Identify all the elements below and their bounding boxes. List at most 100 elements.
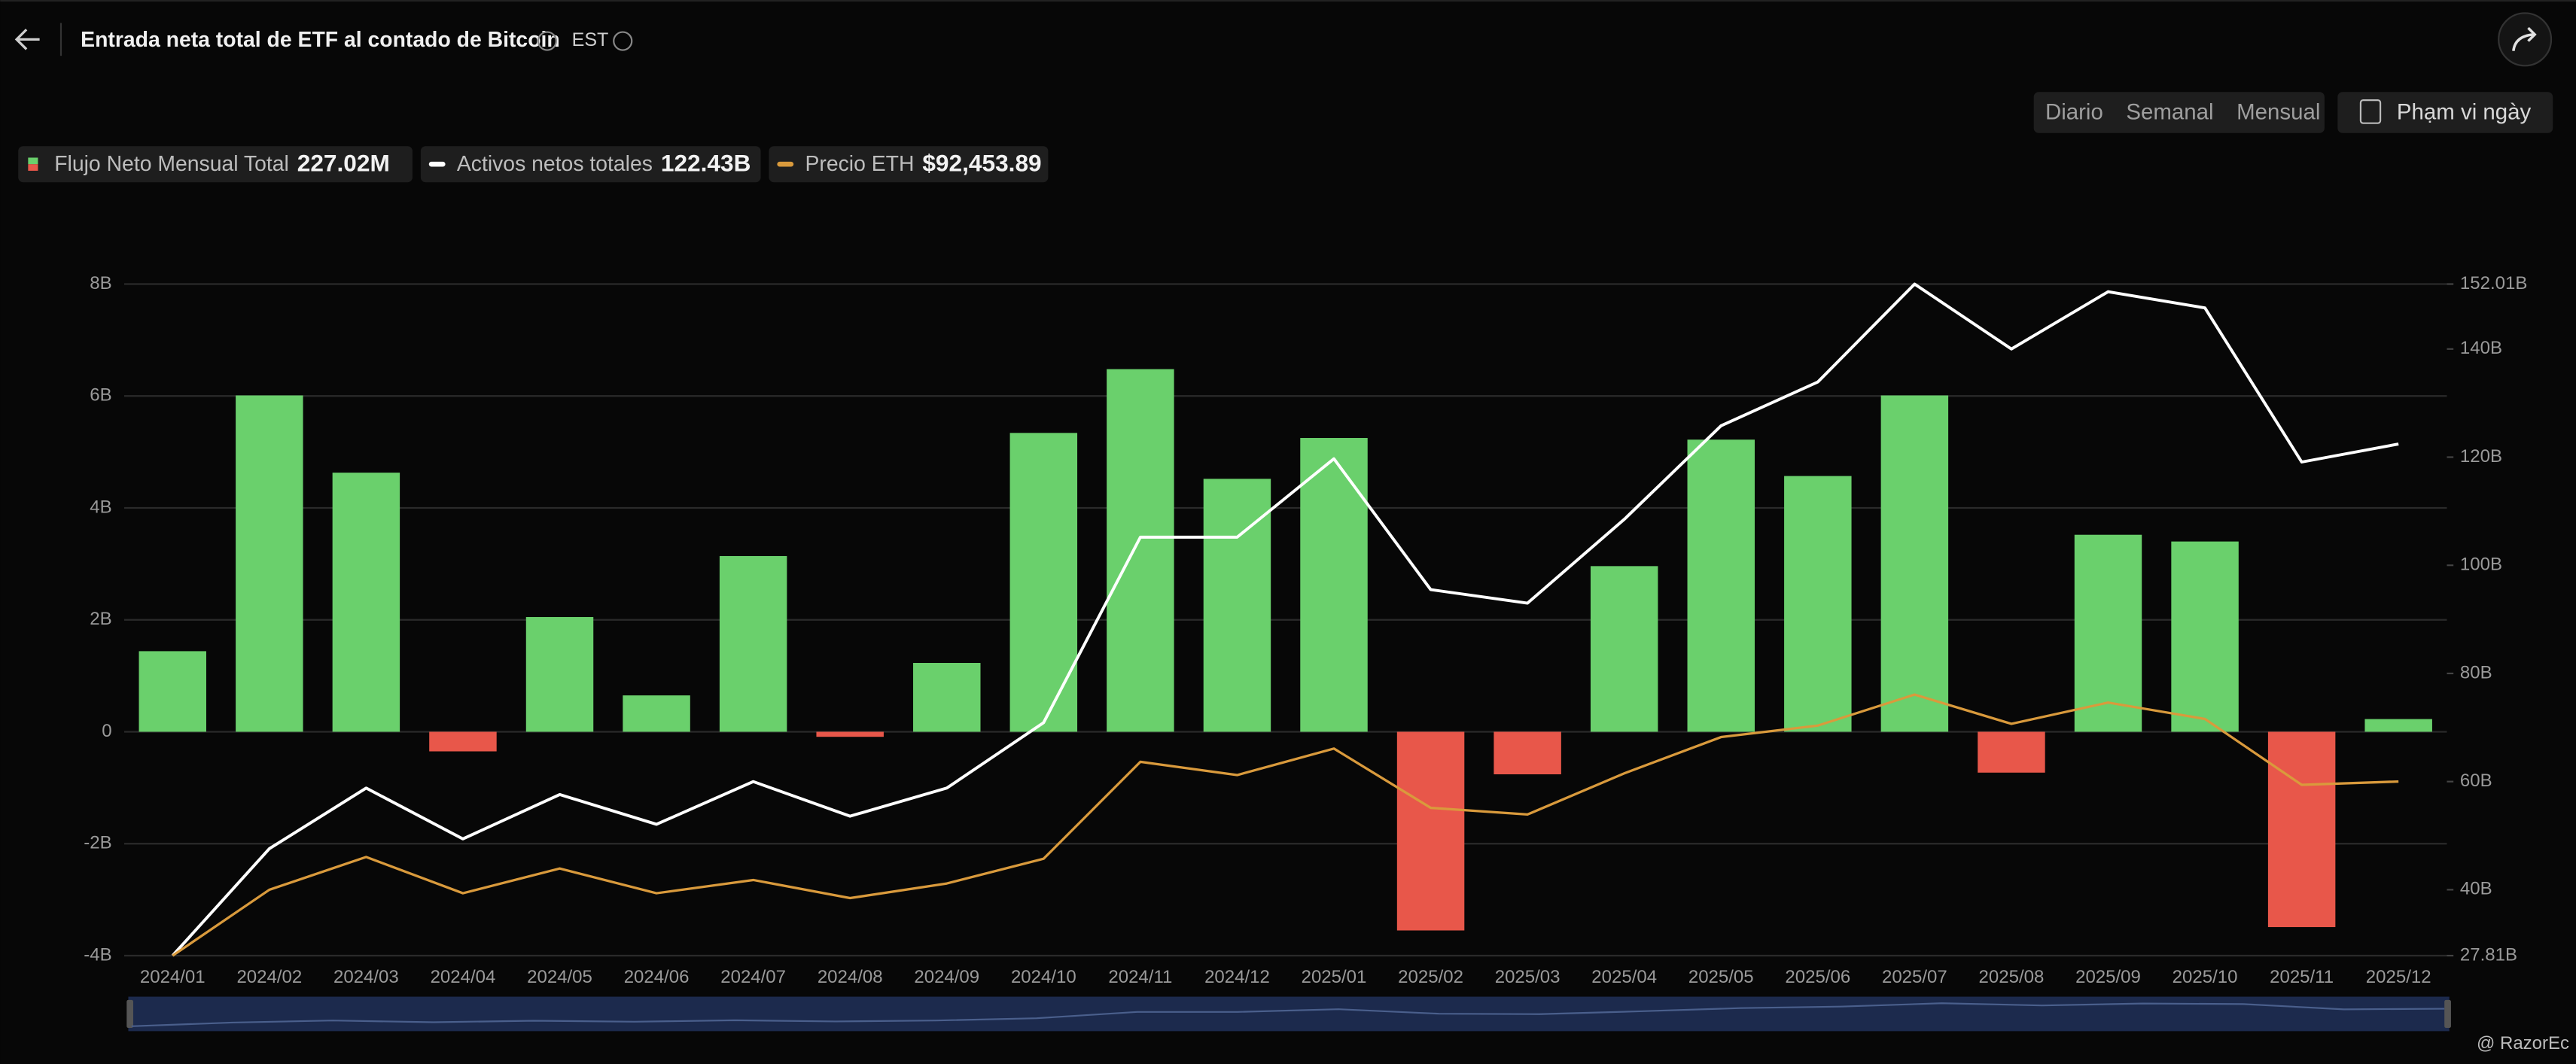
y2-tick-label: 27.81B (2460, 944, 2517, 965)
bar (1784, 476, 1852, 732)
y-tick-label: 0 (102, 721, 111, 741)
legend-swatch (28, 157, 38, 165)
watermark: @ RazorEc (2477, 1033, 2569, 1053)
y2-tick-label: 40B (2460, 879, 2492, 899)
bar (816, 731, 884, 737)
back-button[interactable] (14, 29, 40, 50)
bar (2074, 534, 2142, 732)
bar (139, 651, 206, 732)
y2-tick-label: 140B (2460, 338, 2502, 358)
y2-tick-label: 60B (2460, 771, 2492, 791)
x-tick-label: 2025/08 (1979, 967, 2045, 987)
x-tick-label: 2024/11 (1108, 967, 1172, 987)
line-series (171, 282, 2399, 957)
x-tick-label: 2025/05 (1688, 967, 1754, 987)
navigator-handle[interactable] (126, 999, 133, 1028)
navigator-line (131, 1002, 2445, 1027)
interval-button[interactable]: Semanal (2126, 99, 2213, 124)
x-tick-label: 2025/09 (2075, 967, 2141, 987)
legend-swatch (28, 164, 38, 171)
bar (719, 555, 787, 732)
y-tick-label: 6B (90, 385, 111, 406)
x-tick-label: 2025/04 (1591, 967, 1657, 987)
x-tick-label: 2024/03 (333, 967, 399, 987)
bar (1300, 438, 1368, 732)
bar (2267, 731, 2336, 928)
calendar-icon (2359, 99, 2382, 124)
bar (1203, 479, 1271, 732)
x-tick-label: 2025/02 (1398, 967, 1463, 987)
bar (1494, 731, 1561, 775)
info-icon[interactable] (537, 31, 557, 51)
x-tick-label: 2025/10 (2173, 967, 2238, 987)
y2-tick-label: 100B (2460, 555, 2502, 575)
legend-chip (769, 146, 1049, 183)
x-tick-label: 2024/09 (914, 967, 979, 987)
x-tick-label: 2024/07 (720, 967, 786, 987)
y-tick-label: -2B (84, 833, 111, 853)
x-tick-label: 2025/01 (1302, 967, 1367, 987)
x-tick-label: 2024/06 (624, 967, 690, 987)
navigator-handle[interactable] (2444, 999, 2451, 1028)
bar (1880, 395, 1949, 732)
y-tick-label: 2B (90, 609, 111, 629)
y2-tick-label: 152.01B (2460, 273, 2527, 293)
x-tick-label: 2024/08 (818, 967, 883, 987)
x-tick-label: 2025/03 (1495, 967, 1561, 987)
bar (429, 731, 497, 752)
bar (1590, 566, 1658, 732)
bar (1396, 731, 1465, 931)
share-icon (2512, 26, 2537, 51)
bar (1107, 369, 1174, 732)
x-tick-label: 2024/10 (1011, 967, 1076, 987)
x-tick-label: 2024/01 (140, 967, 206, 987)
bar (525, 617, 594, 732)
bar (236, 395, 303, 732)
x-tick-label: 2024/05 (527, 967, 592, 987)
share-button[interactable] (2498, 12, 2553, 67)
y-tick-label: 8B (90, 273, 111, 293)
legend-value: $92,453.89 (922, 150, 1041, 177)
line-series (172, 693, 2399, 957)
legend-swatch (777, 161, 794, 167)
bar (332, 473, 400, 732)
bar (2364, 719, 2432, 732)
y2-tick-label: 120B (2460, 446, 2502, 467)
page-title: Entrada neta total de ETF al contado de … (81, 28, 560, 52)
interval-button[interactable]: Mensual (2236, 99, 2320, 124)
y-tick-label: -4B (84, 944, 111, 965)
x-tick-label: 2024/04 (431, 967, 496, 987)
bar (913, 663, 981, 732)
navigator[interactable] (128, 996, 2450, 1032)
bar (1687, 439, 1755, 732)
legend-label: Flujo Neto Mensual Total (54, 152, 289, 176)
interval-group (2033, 92, 2325, 133)
y2-tick-label: 80B (2460, 662, 2492, 682)
legend-value: 227.02M (297, 150, 390, 177)
date-range-label[interactable]: Phạm vi ngày (2397, 99, 2532, 124)
legend-label: Precio ETH (805, 152, 914, 176)
bar (623, 695, 690, 732)
legend-label: Activos netos totales (457, 152, 653, 176)
y-tick-label: 4B (90, 497, 111, 517)
legend: Flujo Neto Mensual Total 227.02M Activos n… (18, 146, 1049, 183)
timezone[interactable]: EST (572, 29, 609, 50)
legend-chip (18, 146, 413, 183)
x-tick-label: 2025/06 (1785, 967, 1850, 987)
bar (1978, 731, 2045, 773)
legend-value: 122.43B (661, 150, 751, 177)
x-tick-label: 2025/11 (2270, 967, 2334, 987)
bar (1009, 433, 1078, 732)
date-range-button[interactable] (2337, 92, 2553, 133)
x-tick-label: 2025/12 (2366, 967, 2431, 987)
x-tick-label: 2024/12 (1204, 967, 1270, 987)
bar (2171, 541, 2239, 732)
interval-button[interactable]: Diario (2045, 99, 2103, 124)
legend-chip (420, 146, 761, 183)
info-icon[interactable] (613, 31, 633, 51)
x-tick-label: 2024/02 (236, 967, 302, 987)
legend-swatch (428, 161, 446, 167)
x-tick-label: 2025/07 (1882, 967, 1947, 987)
